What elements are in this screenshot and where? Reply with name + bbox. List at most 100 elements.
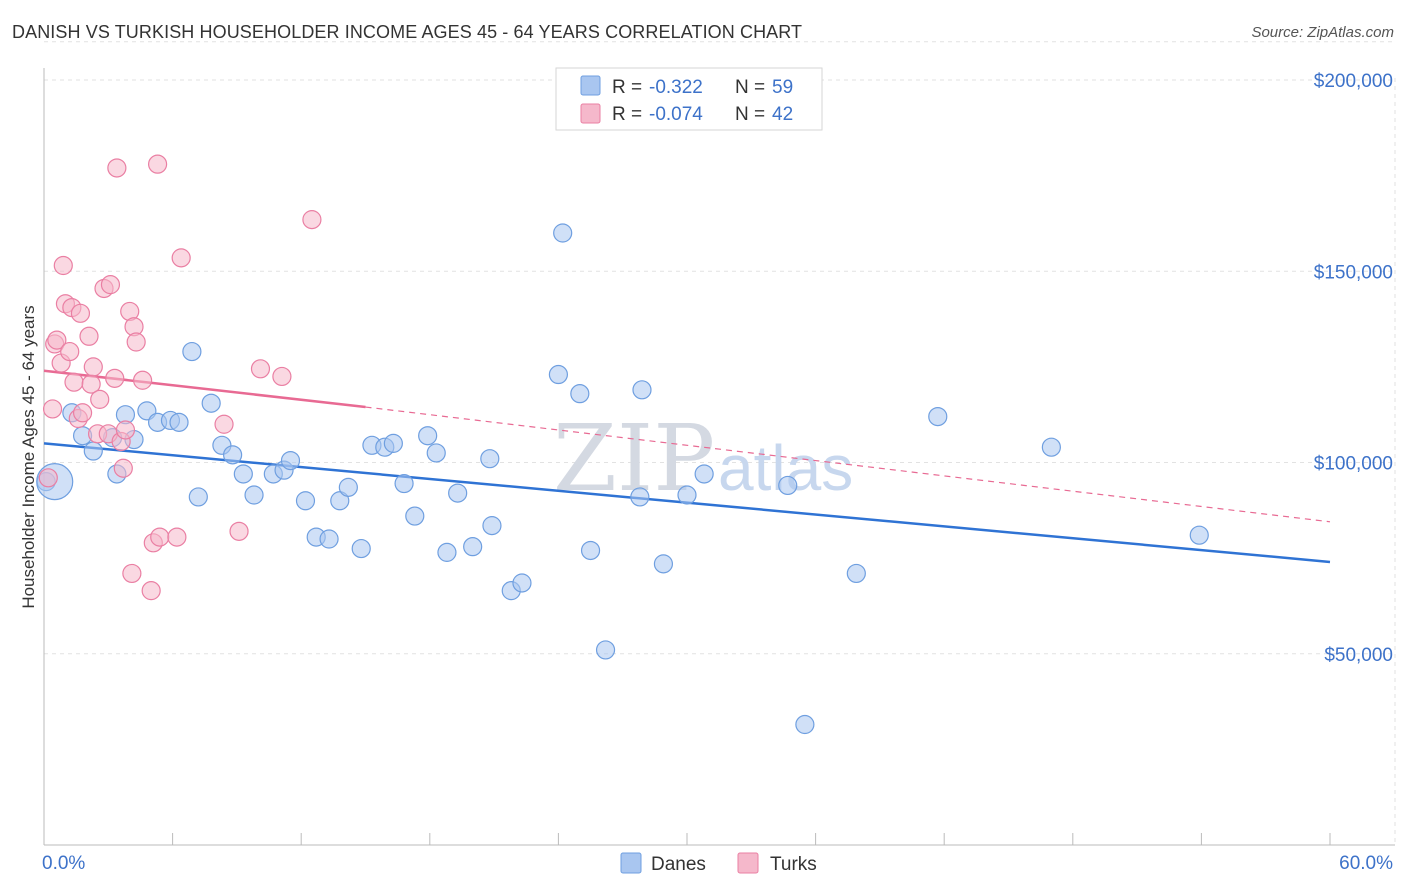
y-axis-label: Householder Income Ages 45 - 64 years bbox=[19, 305, 38, 608]
data-point-danes bbox=[244, 485, 264, 505]
trendline-turks-extension bbox=[365, 406, 1331, 523]
data-point-danes bbox=[448, 483, 468, 503]
data-point-turks bbox=[70, 303, 91, 323]
trendline-turks bbox=[43, 369, 366, 409]
data-point-turks bbox=[64, 372, 84, 392]
data-point-turks bbox=[132, 370, 153, 390]
data-point-danes bbox=[694, 464, 714, 484]
legend-correlation: R = -0.322 N = 59 R = -0.074 N = 42 bbox=[555, 67, 823, 131]
y-tick-label: $100,000 bbox=[1314, 454, 1393, 475]
legend-series: Danes Turks bbox=[620, 852, 817, 875]
data-point-danes bbox=[677, 485, 697, 505]
data-point-danes bbox=[223, 445, 243, 465]
data-point-danes bbox=[512, 573, 532, 593]
data-point-danes bbox=[383, 433, 403, 453]
legend-bottom-swatch-turks bbox=[737, 852, 759, 874]
data-point-turks bbox=[79, 326, 99, 346]
legend-bottom-label-turks: Turks bbox=[770, 854, 817, 875]
data-point-turks bbox=[113, 458, 133, 478]
data-point-danes bbox=[351, 538, 371, 559]
data-point-turks bbox=[38, 468, 58, 488]
legend-bottom-swatch-danes bbox=[620, 852, 642, 874]
data-point-danes bbox=[319, 529, 339, 549]
data-point-turks bbox=[214, 414, 234, 434]
data-point-turks bbox=[90, 389, 110, 409]
data-point-turks bbox=[150, 527, 170, 547]
data-point-danes bbox=[169, 412, 189, 432]
data-point-turks bbox=[115, 420, 136, 440]
data-point-turks bbox=[141, 581, 161, 601]
y-tick-labels: $50,000 $100,000 $150,000 $200,000 bbox=[1314, 71, 1393, 666]
data-point-danes bbox=[426, 443, 446, 463]
watermark: ZIP atlas bbox=[553, 405, 853, 512]
data-point-danes bbox=[463, 537, 483, 557]
data-point-danes bbox=[338, 477, 358, 497]
data-point-turks bbox=[250, 359, 271, 379]
data-point-danes bbox=[630, 487, 650, 507]
data-point-turks bbox=[100, 275, 121, 295]
data-point-danes bbox=[418, 426, 438, 446]
legend-r-value-danes: -0.322 bbox=[649, 77, 703, 98]
legend-n-label-danes: N = bbox=[735, 77, 765, 98]
data-point-danes bbox=[83, 441, 103, 461]
legend-r-value-turks: -0.074 bbox=[649, 104, 703, 125]
data-point-danes bbox=[280, 450, 301, 471]
data-points bbox=[36, 154, 1209, 735]
data-point-danes bbox=[595, 640, 616, 660]
data-point-turks bbox=[302, 210, 322, 230]
data-point-danes bbox=[188, 487, 208, 507]
axes bbox=[43, 68, 1395, 846]
data-point-danes bbox=[295, 491, 316, 511]
chart-title: DANISH VS TURKISH HOUSEHOLDER INCOME AGE… bbox=[12, 22, 803, 42]
data-point-danes bbox=[233, 464, 253, 484]
data-point-danes bbox=[201, 393, 221, 413]
data-point-danes bbox=[632, 380, 652, 400]
source-label: Source: ZipAtlas.com bbox=[1251, 24, 1394, 41]
x-tick-label: 0.0% bbox=[42, 853, 85, 874]
legend-n-value-danes: 59 bbox=[772, 77, 793, 98]
data-point-turks bbox=[126, 332, 146, 352]
data-point-turks bbox=[167, 527, 187, 547]
legend-n-value-turks: 42 bbox=[772, 104, 793, 125]
legend-swatch-turks bbox=[580, 103, 601, 124]
data-point-danes bbox=[480, 449, 500, 469]
data-point-danes bbox=[928, 407, 948, 427]
data-point-danes bbox=[778, 475, 798, 496]
y-tick-label: $200,000 bbox=[1314, 71, 1393, 92]
data-point-turks bbox=[72, 403, 93, 423]
legend-r-label-turks: R = bbox=[612, 104, 642, 125]
data-point-danes bbox=[653, 554, 674, 574]
data-point-danes bbox=[553, 223, 573, 243]
x-tick-labels: 0.0% 60.0% bbox=[42, 853, 1393, 874]
data-point-turks bbox=[171, 248, 191, 268]
x-tick-label: 60.0% bbox=[1339, 853, 1393, 874]
legend-bottom-label-danes: Danes bbox=[651, 854, 706, 875]
legend-n-label-turks: N = bbox=[735, 104, 765, 125]
y-tick-label: $150,000 bbox=[1314, 262, 1393, 283]
data-point-danes bbox=[846, 563, 866, 584]
data-point-danes bbox=[580, 540, 601, 561]
data-point-danes bbox=[437, 542, 457, 562]
data-point-turks bbox=[53, 255, 73, 276]
data-point-turks bbox=[60, 341, 80, 362]
data-point-danes bbox=[394, 473, 414, 494]
legend-r-label-danes: R = bbox=[612, 77, 642, 98]
data-point-danes bbox=[182, 341, 202, 362]
data-point-danes bbox=[548, 364, 569, 385]
data-point-danes bbox=[1041, 437, 1061, 457]
data-point-turks bbox=[42, 399, 63, 419]
data-point-danes bbox=[482, 516, 502, 536]
data-point-turks bbox=[83, 357, 103, 377]
data-point-turks bbox=[272, 366, 292, 387]
data-point-turks bbox=[47, 330, 67, 350]
data-point-danes bbox=[795, 714, 815, 735]
data-point-turks bbox=[229, 521, 249, 541]
data-point-danes bbox=[405, 506, 425, 526]
data-point-turks bbox=[107, 158, 127, 178]
data-point-turks bbox=[122, 563, 142, 584]
legend-swatch-danes bbox=[580, 75, 601, 96]
data-point-turks bbox=[147, 154, 168, 174]
y-tick-label: $50,000 bbox=[1324, 645, 1393, 666]
data-point-danes bbox=[1189, 525, 1209, 545]
